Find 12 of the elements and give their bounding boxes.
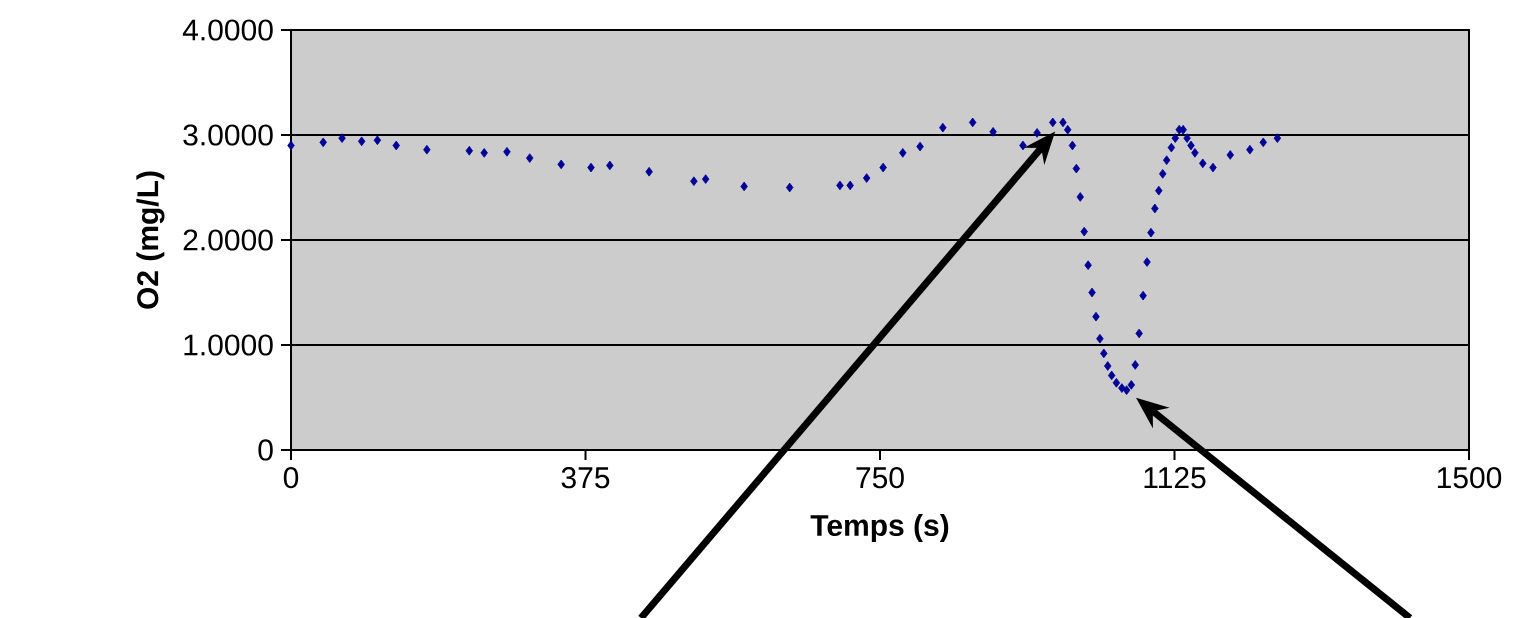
- x-tick-label: 750: [856, 467, 904, 489]
- y-tick-label: 4.0000: [182, 19, 273, 41]
- y-axis-title: O2 (mg/L): [136, 171, 165, 309]
- y-tick-label: 2.0000: [183, 229, 273, 251]
- x-tick-label: 1125: [1144, 467, 1206, 489]
- y-tick-label: 3.0000: [183, 124, 273, 146]
- x-tick-label: 1500: [1437, 467, 1502, 489]
- x-axis-title: Temps (s): [810, 514, 949, 542]
- x-tick-label: 0: [283, 467, 299, 489]
- y-tick-label: 0: [258, 439, 273, 461]
- y-tick-label: 1.0000: [184, 334, 273, 356]
- x-tick-label: 375: [561, 467, 610, 489]
